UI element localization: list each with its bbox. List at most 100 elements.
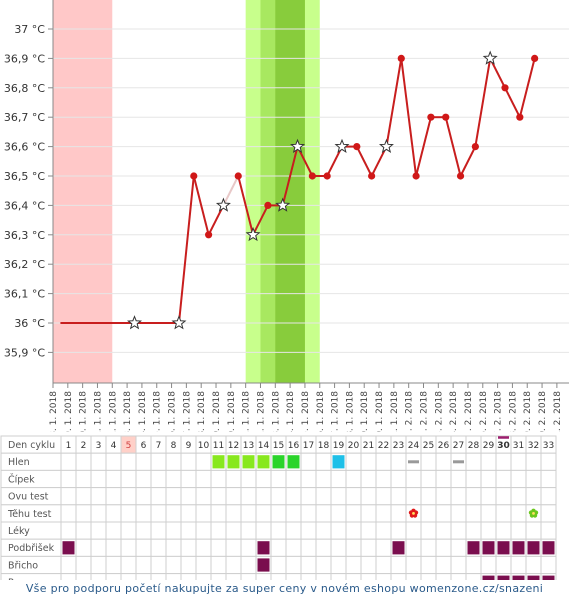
grid-cell [150, 469, 167, 489]
cycle-day-number: 32 [528, 441, 539, 451]
marked-cell [392, 541, 405, 555]
grid-cell [90, 521, 107, 540]
series-segment [474, 58, 492, 147]
row-label: Podbřišek [8, 543, 55, 554]
series-segment [459, 146, 477, 177]
grid-cell [390, 504, 407, 523]
grid-cell [330, 555, 347, 575]
series-segment [415, 116, 432, 177]
cycle-day-number: 17 [303, 441, 314, 451]
grid-cell [390, 573, 407, 580]
grid-cell [180, 555, 197, 575]
grid-cell [435, 487, 452, 506]
grid-cell [105, 487, 122, 506]
grid-cell [435, 538, 452, 557]
y-tick-label: 36,8 °C [4, 82, 45, 95]
grid-cell [450, 538, 467, 557]
cycle-day-number: 9 [186, 441, 192, 451]
grid-cell [240, 487, 257, 506]
grid-cell [405, 469, 422, 489]
row-label: Břicho [8, 560, 38, 571]
grid-cell [345, 452, 362, 471]
grid-cell [120, 504, 137, 523]
grid-cell [330, 487, 347, 506]
row-label: Prsa [8, 578, 28, 580]
series-segment [385, 58, 403, 147]
grid-cell [375, 469, 392, 489]
grid-cell [465, 573, 482, 580]
grid-cell [435, 573, 452, 580]
grid-cell [495, 504, 512, 523]
grid-cell [195, 555, 212, 575]
grid-cell [435, 452, 452, 471]
data-point [368, 172, 376, 180]
x-tick-label: 28. 1. 2018 [345, 391, 355, 432]
grid-cell [60, 487, 77, 506]
grid-cell [345, 538, 362, 557]
grid-cell [360, 452, 377, 471]
grid-cell [180, 469, 197, 489]
grid-cell [90, 469, 107, 489]
grid-cell [105, 452, 122, 471]
marked-cell [467, 541, 480, 555]
cycle-day-number: 10 [198, 441, 210, 451]
series-segment [177, 175, 195, 324]
row-label: Den cyklu [8, 440, 55, 451]
grid-cell [105, 573, 122, 580]
data-point-star [127, 315, 142, 330]
grid-cell [210, 487, 227, 506]
data-point-star [482, 50, 498, 65]
data-point-star [378, 138, 394, 153]
grid-cell [540, 504, 557, 523]
x-tick-label: 19. 1. 2018 [212, 391, 222, 432]
x-tick-label: 6. 2. 2018 [479, 391, 489, 432]
data-point [353, 143, 361, 151]
x-tick-label: 4. 2. 2018 [449, 391, 459, 432]
grid-cell [360, 469, 377, 489]
footer-promo-text[interactable]: Vše pro podporu početí nakupujte za supe… [25, 582, 544, 595]
grid-cell [180, 573, 197, 580]
x-tick-label: 10. 2. 2018 [538, 391, 548, 432]
grid-cell [405, 538, 422, 557]
y-tick-label: 36,9 °C [4, 52, 45, 65]
grid-cell [405, 555, 422, 575]
grid-cell [195, 452, 212, 471]
grid-cell [345, 521, 362, 540]
grid-cell [525, 555, 542, 575]
x-tick-label: 30. 1. 2018 [375, 391, 385, 432]
grid-cell [435, 469, 452, 489]
marked-cell [482, 541, 495, 555]
grid-cell [390, 521, 407, 540]
grid-cell [345, 555, 362, 575]
y-tick-label: 36,5 °C [4, 170, 45, 183]
grid-cell [135, 487, 152, 506]
marked-cell [497, 541, 510, 555]
x-tick-label: 1. 2. 2018 [405, 391, 415, 432]
grid-cell [375, 573, 392, 580]
grid-cell [270, 487, 287, 506]
grid-cell [90, 487, 107, 506]
grid-cell [105, 555, 122, 575]
grid-cell [345, 504, 362, 523]
data-point-star [245, 226, 261, 242]
grid-cell [540, 555, 557, 575]
marked-cell [287, 455, 300, 469]
grid-cell [240, 538, 257, 557]
grid-cell [255, 521, 272, 540]
grid-cell [165, 487, 182, 506]
grid-cell [60, 504, 77, 523]
cycle-day-number: 24 [408, 441, 420, 451]
grid-cell [180, 504, 197, 523]
cycle-day-number: 14 [258, 441, 270, 451]
cycle-day-number: 18 [318, 441, 330, 451]
marked-cell [332, 455, 345, 469]
data-point [516, 113, 524, 121]
grid-cell [150, 555, 167, 575]
grid-cell [150, 573, 167, 580]
grid-cell [60, 555, 77, 575]
grid-cell [120, 452, 137, 471]
grid-cell [420, 555, 437, 575]
grid-cell [75, 538, 92, 557]
data-point [264, 201, 272, 209]
marked-cell [257, 558, 270, 572]
